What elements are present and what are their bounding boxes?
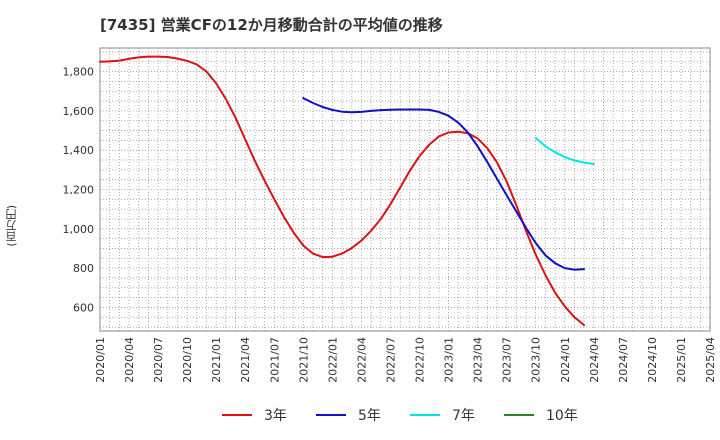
grid-lines [99,48,711,331]
y-tick-label: 1,800 [63,66,95,79]
x-tick-label: 2020/10 [181,337,194,383]
x-tick-label: 2023/07 [501,337,514,383]
series-line-5年 [302,97,586,271]
x-tick-label: 2023/10 [530,337,543,383]
series-layer [99,55,595,327]
x-tick-label: 2020/04 [123,337,136,383]
x-tick-label: 2023/04 [472,337,485,383]
x-tick-label: 2020/01 [94,337,107,383]
x-tick-label: 2025/01 [675,337,688,383]
x-tick-label: 2025/04 [704,337,717,383]
legend-label: 3年 [264,408,287,424]
legend-label: 7年 [452,408,475,424]
x-tick-label: 2022/10 [414,337,427,383]
legend-label: 10年 [546,408,578,424]
x-tick-label: 2023/01 [443,337,456,383]
x-tick-labels: 2020/01 2020/04 2020/07 2020/10 2021/01 2021/… [94,337,717,383]
y-tick-labels: 600 800 1,000 1,200 1,400 1,600 1,800 [63,66,95,315]
legend: 3年 5年 7年 10年 [222,408,578,424]
x-tick-label: 2021/01 [210,337,223,383]
x-tick-label: 2022/07 [384,337,397,383]
chart-title: [7435] 営業CFの12か月移動合計の平均値の推移 [100,16,443,34]
legend-label: 5年 [358,408,381,424]
x-tick-label: 2024/10 [646,337,659,383]
x-tick-label: 2021/04 [239,337,252,383]
x-tick-label: 2021/07 [268,337,281,383]
x-tick-label: 2020/07 [152,337,165,383]
y-tick-label: 1,200 [63,184,95,197]
y-tick-label: 1,600 [63,105,95,118]
x-tick-label: 2024/04 [588,337,601,383]
x-tick-label: 2024/07 [617,337,630,383]
x-tick-label: 2022/04 [355,337,368,383]
y-tick-label: 800 [73,262,94,275]
series-line-3年 [99,55,586,327]
y-tick-label: 1,000 [63,223,95,236]
y-tick-label: 1,400 [63,144,95,157]
y-tick-label: 600 [73,301,94,314]
x-tick-label: 2022/01 [326,337,339,383]
plot-area [99,47,711,332]
x-tick-label: 2024/01 [559,337,572,383]
series-line-7年 [534,137,595,165]
x-tick-label: 2021/10 [297,337,310,383]
